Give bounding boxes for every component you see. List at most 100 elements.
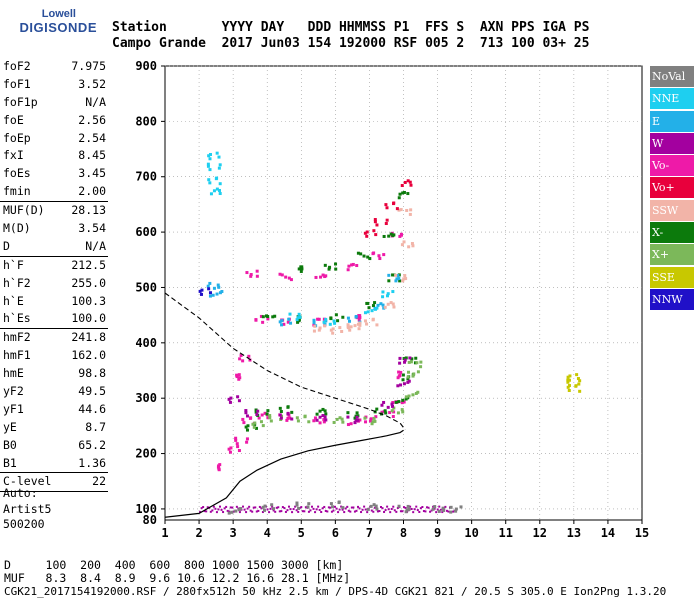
data-point (384, 411, 388, 415)
data-point (332, 319, 336, 323)
data-point (389, 301, 393, 305)
legend-item: NNW (650, 288, 694, 310)
es-trace-point (326, 510, 329, 513)
param-label: foEs (3, 166, 31, 181)
data-point (399, 370, 403, 374)
y-min-label: 80 (143, 513, 157, 527)
data-point (321, 414, 325, 418)
es-trace-point (399, 510, 402, 513)
es-trace-point (274, 510, 277, 513)
es-trace-point (280, 510, 283, 513)
data-point (242, 421, 246, 425)
data-point (385, 294, 389, 298)
data-point (577, 382, 581, 386)
data-point (406, 179, 410, 183)
es-trace-point (242, 505, 245, 508)
es-trace-point (330, 510, 333, 513)
data-point (392, 202, 396, 206)
es-trace-point (284, 510, 287, 513)
es-trace-point (209, 510, 212, 513)
data-point (406, 504, 410, 508)
es-trace-point (393, 509, 396, 512)
param-value: 162.0 (71, 348, 106, 363)
es-trace-point (445, 509, 448, 512)
data-point (341, 506, 345, 510)
data-point (329, 317, 333, 321)
data-point (409, 183, 413, 187)
es-trace-point (338, 508, 341, 511)
data-point (394, 400, 398, 404)
data-point (387, 273, 391, 277)
param-label: foF1p (3, 94, 38, 109)
data-point (323, 263, 327, 267)
data-point (303, 415, 307, 419)
data-point (272, 507, 276, 511)
data-point (371, 304, 375, 308)
es-trace-point (364, 508, 367, 511)
data-point (405, 508, 409, 512)
data-point (394, 273, 398, 277)
data-point (371, 420, 375, 424)
y-tick-label: 100 (135, 502, 157, 516)
param-label: D (3, 238, 10, 253)
es-trace-point (353, 510, 356, 513)
data-point (397, 374, 401, 378)
data-point (338, 326, 342, 330)
data-point (372, 229, 376, 233)
data-point (313, 416, 317, 420)
data-point (400, 243, 404, 247)
data-point (402, 240, 406, 244)
param-row: MUF(D) 28.13 (0, 202, 108, 220)
es-trace-point (379, 506, 382, 509)
data-point (263, 508, 267, 512)
es-trace-point (335, 507, 338, 510)
data-point (217, 166, 221, 170)
data-point (259, 314, 263, 318)
data-point (338, 416, 342, 420)
es-trace-point (320, 511, 323, 514)
data-point (372, 251, 376, 255)
es-trace-point (222, 511, 225, 514)
es-trace-point (223, 507, 226, 510)
data-point (280, 319, 284, 323)
es-trace-point (281, 506, 284, 509)
es-trace-point (315, 508, 318, 511)
x-tick-label: 3 (230, 526, 237, 540)
data-point (330, 505, 334, 509)
param-value: 3.45 (78, 166, 106, 181)
data-point (354, 315, 358, 319)
data-point (391, 415, 395, 419)
data-point (355, 415, 359, 419)
data-point (407, 394, 411, 398)
param-divider (0, 255, 108, 257)
data-point (397, 196, 401, 200)
data-point (575, 373, 579, 377)
data-point (340, 417, 344, 421)
data-point (404, 356, 408, 360)
data-point (377, 254, 381, 258)
data-point (287, 276, 291, 280)
es-trace-point (352, 506, 355, 509)
data-point (419, 360, 423, 364)
data-point (259, 420, 263, 424)
data-point (399, 208, 403, 212)
data-point (390, 404, 394, 408)
logo-line2: DIGISONDE (19, 20, 97, 35)
param-row: yE 8.7 (0, 419, 108, 437)
data-point (214, 177, 218, 181)
es-trace-point (366, 511, 369, 514)
data-point (288, 312, 292, 316)
es-trace-point (271, 505, 274, 508)
data-point (416, 390, 420, 394)
es-trace-point (304, 506, 307, 509)
data-point (391, 401, 395, 405)
es-trace-point (427, 506, 430, 509)
data-point (327, 267, 331, 271)
legend-item: SSE (650, 266, 694, 288)
param-label: yE (3, 419, 17, 434)
es-trace-point (231, 506, 234, 509)
autoscaling-info: Auto: Artist5 500200 (3, 486, 51, 533)
data-point (433, 505, 437, 509)
data-point (353, 416, 357, 420)
data-point (286, 320, 290, 324)
